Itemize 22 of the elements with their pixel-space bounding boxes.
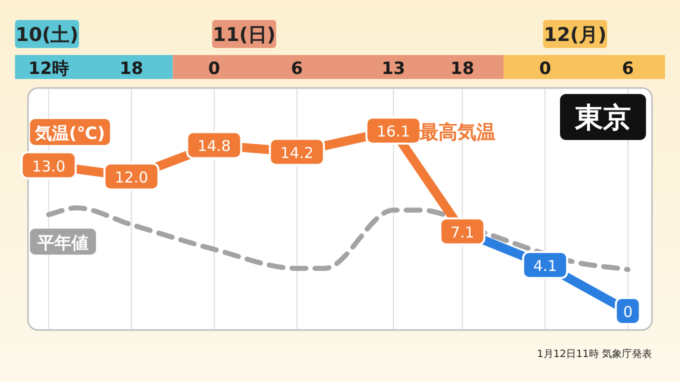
- data-label: 14.8: [197, 137, 231, 156]
- text: 10(土): [16, 24, 78, 46]
- x-tick-label: 12時: [28, 59, 70, 79]
- y-axis-title: 気温(℃): [34, 124, 106, 144]
- text: 12(月): [544, 24, 607, 46]
- text: 11(日): [212, 24, 276, 46]
- x-tick-label: 13: [382, 59, 406, 79]
- data-label: 13.0: [32, 157, 66, 176]
- text: 1月12日11時 気象庁発表: [537, 348, 652, 360]
- text: 東京: [574, 101, 631, 134]
- x-tick-label: 18: [450, 59, 474, 79]
- x-tick-label: 6: [290, 59, 303, 79]
- series-label: 平年値: [36, 234, 88, 254]
- data-label: 12.0: [114, 168, 148, 187]
- data-label: 14.2: [280, 144, 314, 162]
- data-label: 16.1: [376, 122, 410, 141]
- data-label: 0: [623, 302, 633, 321]
- x-tick-label: 18: [120, 59, 144, 79]
- x-tick-label: 0: [539, 59, 552, 79]
- x-tick-label: 6: [622, 59, 634, 79]
- x-tick-label: 0: [208, 59, 220, 79]
- legend-label: 最高気温: [418, 122, 496, 144]
